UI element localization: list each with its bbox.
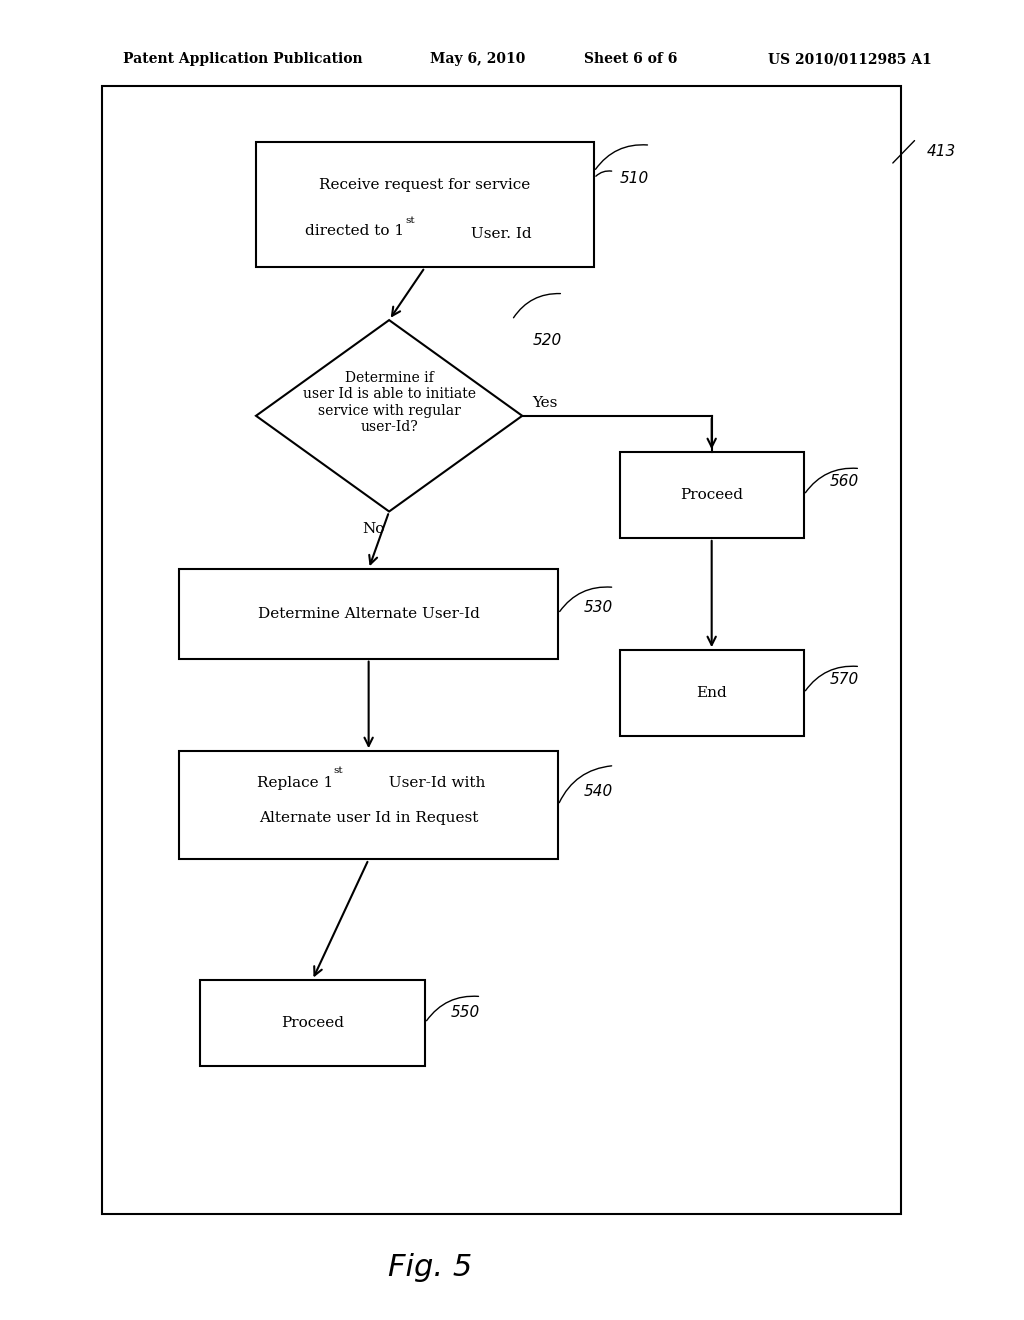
Text: User. Id: User. Id <box>466 227 531 240</box>
FancyBboxPatch shape <box>200 979 425 1067</box>
Text: Proceed: Proceed <box>281 1016 344 1030</box>
Text: Determine if
user Id is able to initiate
service with regular
user-Id?: Determine if user Id is able to initiate… <box>303 371 475 434</box>
FancyBboxPatch shape <box>620 649 804 737</box>
Text: 413: 413 <box>927 144 956 160</box>
Polygon shape <box>256 319 522 511</box>
Text: 550: 550 <box>451 1005 480 1020</box>
Text: 520: 520 <box>532 333 562 348</box>
Text: directed to 1: directed to 1 <box>305 224 404 238</box>
Text: Replace 1: Replace 1 <box>257 776 333 789</box>
Text: Proceed: Proceed <box>680 488 743 502</box>
Text: st: st <box>334 767 343 775</box>
Text: Determine Alternate User-Id: Determine Alternate User-Id <box>258 607 479 620</box>
Text: 530: 530 <box>584 599 613 615</box>
Text: Alternate user Id in Request: Alternate user Id in Request <box>259 812 478 825</box>
Text: Receive request for service: Receive request for service <box>319 178 530 191</box>
FancyBboxPatch shape <box>256 143 594 267</box>
FancyBboxPatch shape <box>620 451 804 539</box>
Text: User-Id with: User-Id with <box>379 776 485 789</box>
FancyBboxPatch shape <box>179 569 558 659</box>
Text: End: End <box>696 686 727 700</box>
Text: 510: 510 <box>620 170 649 186</box>
Text: 570: 570 <box>829 672 859 688</box>
Text: Sheet 6 of 6: Sheet 6 of 6 <box>584 53 677 66</box>
Text: US 2010/0112985 A1: US 2010/0112985 A1 <box>768 53 932 66</box>
Text: 540: 540 <box>584 784 613 800</box>
Text: Fig. 5: Fig. 5 <box>388 1253 472 1282</box>
FancyBboxPatch shape <box>179 751 558 859</box>
FancyBboxPatch shape <box>102 86 901 1214</box>
Text: st: st <box>406 216 415 224</box>
Text: Patent Application Publication: Patent Application Publication <box>123 53 362 66</box>
Text: May 6, 2010: May 6, 2010 <box>430 53 525 66</box>
Text: 560: 560 <box>829 474 859 490</box>
Text: Yes: Yes <box>532 396 558 409</box>
Text: No: No <box>362 521 385 536</box>
